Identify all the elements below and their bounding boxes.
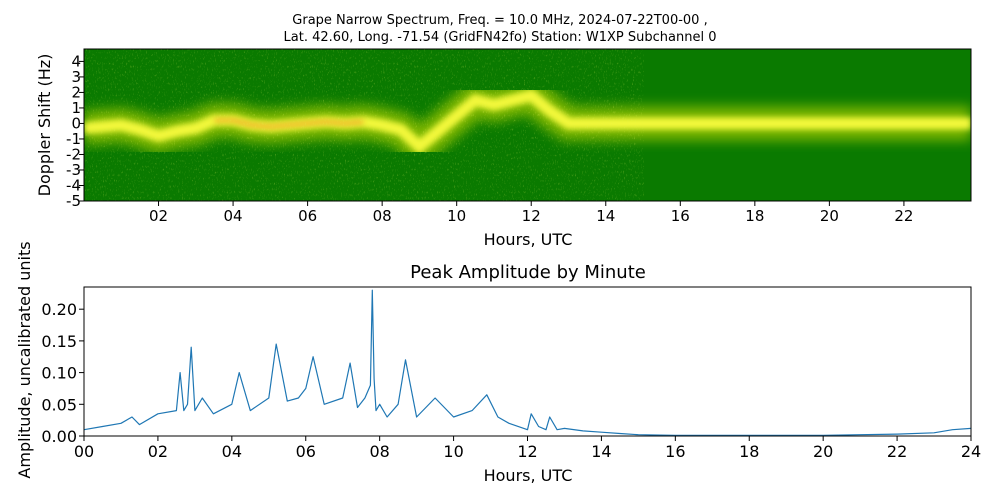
spectrogram-y-tick-label: -3 xyxy=(66,161,81,179)
amplitude-x-label: Hours, UTC xyxy=(484,466,573,485)
amplitude-y-tick-label: 0.00 xyxy=(41,427,77,446)
amplitude-x-tick-label: 22 xyxy=(887,442,907,461)
spectrogram-y-tick-label: 4 xyxy=(71,52,81,70)
spectrogram-x-ticks: 02 04 06 08 10 12 14 16 18 20 22 xyxy=(149,201,913,225)
spectrogram-y-tick-label: 0 xyxy=(71,114,81,132)
spectrogram-x-tick-label: 18 xyxy=(745,207,764,225)
amplitude-x-tick-label: 24 xyxy=(961,442,981,461)
figure-title-line-2: Lat. 42.60, Long. -71.54 (GridFN42fo) St… xyxy=(283,30,717,45)
spectrogram-x-tick-label: 10 xyxy=(447,207,466,225)
spectrogram-frame xyxy=(83,48,972,202)
amplitude-plot-area xyxy=(84,287,971,436)
spectrogram-y-tick-label: 3 xyxy=(71,68,81,86)
amplitude-x-tick-label: 14 xyxy=(591,442,611,461)
amplitude-x-tick-label: 04 xyxy=(222,442,242,461)
amplitude-chart-title: Peak Amplitude by Minute xyxy=(410,262,646,283)
amplitude-x-tick-label: 18 xyxy=(739,442,759,461)
amplitude-x-tick-label: 16 xyxy=(665,442,685,461)
spectrogram-x-tick-label: 06 xyxy=(298,207,317,225)
spectrogram-x-label: Hours, UTC xyxy=(484,230,573,249)
amplitude-y-tick-label: 0.20 xyxy=(41,300,77,319)
spectrogram-x-tick-label: 16 xyxy=(671,207,690,225)
spectrogram-x-tick-label: 12 xyxy=(522,207,541,225)
figure-title-line-1: Grape Narrow Spectrum, Freq. = 10.0 MHz,… xyxy=(292,13,708,28)
spectrogram-noise-texture xyxy=(84,49,644,201)
spectrogram-x-tick-label: 02 xyxy=(149,207,168,225)
spectrogram-y-tick-label: -5 xyxy=(66,192,81,210)
amplitude-series-line xyxy=(83,289,972,436)
amplitude-y-ticks: 0.00 0.05 0.10 0.15 0.20 xyxy=(41,300,84,446)
amplitude-y-tick-label: 0.15 xyxy=(41,332,77,351)
amplitude-y-label: Amplitude, uncalibrated units xyxy=(15,241,34,478)
amplitude-x-tick-label: 10 xyxy=(443,442,463,461)
spectrogram-y-tick-label: -4 xyxy=(66,176,81,194)
amplitude-y-tick-label: 0.05 xyxy=(41,395,77,414)
spectrogram-x-tick-label: 20 xyxy=(820,207,839,225)
spectrogram-y-tick-label: 2 xyxy=(71,83,81,101)
spectrogram-panel xyxy=(84,49,971,201)
amplitude-x-ticks: 00 02 04 06 08 10 12 14 16 18 20 22 24 xyxy=(74,436,981,461)
spectrogram-x-tick-label: 08 xyxy=(373,207,392,225)
amplitude-x-tick-label: 08 xyxy=(369,442,389,461)
amplitude-x-tick-label: 00 xyxy=(74,442,94,461)
spectrogram-y-tick-label: -1 xyxy=(66,130,81,148)
amplitude-x-tick-label: 06 xyxy=(296,442,316,461)
spectrogram-x-tick-label: 14 xyxy=(596,207,615,225)
amplitude-x-tick-label: 12 xyxy=(517,442,537,461)
spectrogram-y-tick-label: -2 xyxy=(66,145,81,163)
spectrogram-y-label: Doppler Shift (Hz) xyxy=(35,54,54,197)
amplitude-x-tick-label: 20 xyxy=(813,442,833,461)
spectrogram-x-tick-label: 22 xyxy=(894,207,913,225)
amplitude-y-tick-label: 0.10 xyxy=(41,364,77,383)
amplitude-x-tick-label: 02 xyxy=(148,442,168,461)
spectrogram-y-tick-label: 1 xyxy=(71,99,81,117)
spectrogram-x-tick-label: 04 xyxy=(224,207,243,225)
